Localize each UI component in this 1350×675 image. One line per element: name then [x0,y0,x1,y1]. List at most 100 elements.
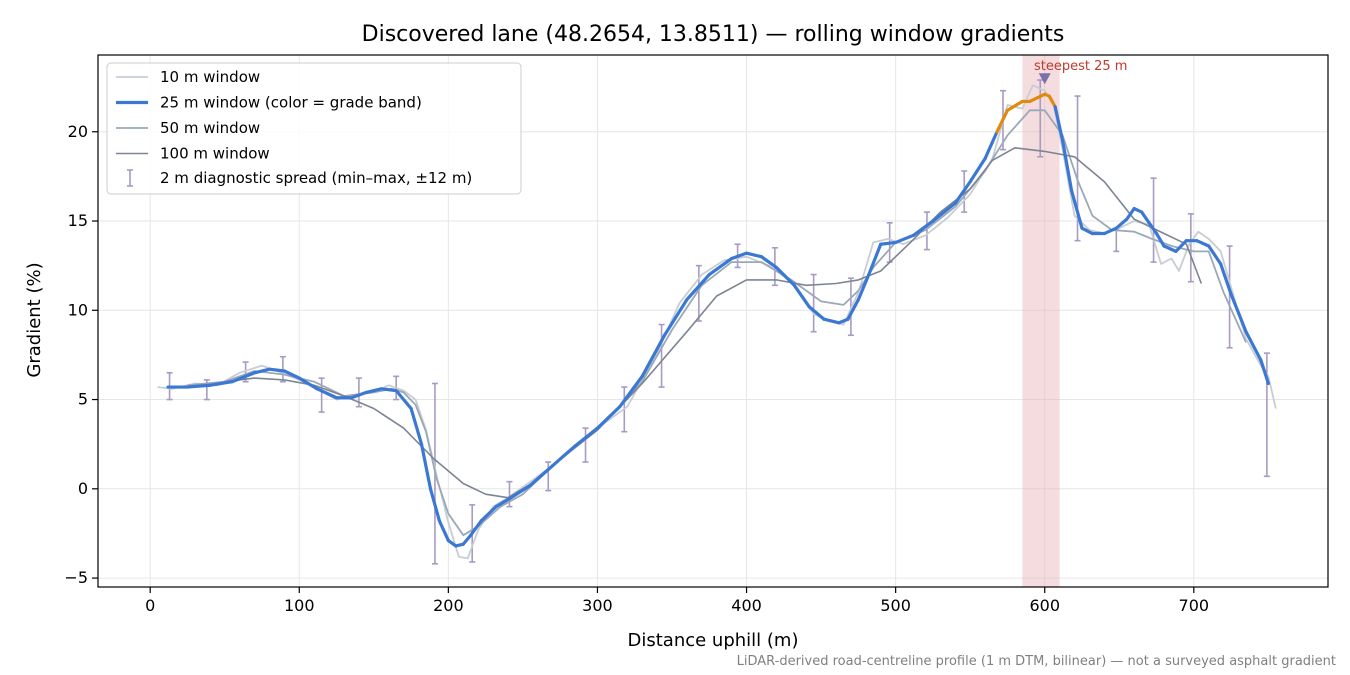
legend-label: 100 m window [160,145,270,163]
series-segment-25m [995,108,1010,134]
y-tick-label: 15 [68,211,88,230]
legend-box [106,62,522,195]
y-tick-label: 10 [68,300,88,319]
series-segment-25m [846,297,860,321]
series-segment-25m [911,219,935,237]
series-segment-25m [759,255,778,270]
y-tick-label: 5 [78,390,88,409]
series-line-50m [187,109,1247,537]
series-segment-25m [837,317,850,325]
series-segment-25m [1053,105,1065,143]
series-segment-25m [1005,99,1024,112]
series-segment-25m [428,487,442,523]
series-segment-25m [1102,226,1118,236]
series-segment-25m [931,201,957,223]
legend-label: 25 m window (color = grade band) [160,94,422,112]
series-segment-25m [822,317,841,325]
error-bar [545,461,552,492]
x-tick-label: 600 [1029,596,1060,615]
footnote: LiDAR-derived road-centreline profile (1… [737,654,1336,669]
series-segment-25m [618,374,644,409]
series-segment-25m [252,367,272,375]
series-segment-25m [894,233,916,245]
y-tick-label: 0 [78,479,88,498]
series-segment-25m [1244,330,1263,362]
steepest-label: steepest 25 m [1034,59,1127,74]
series-segment-25m [494,496,513,509]
error-bar [318,377,325,413]
x-tick-label: 400 [731,596,762,615]
series-segment-25m [185,383,212,389]
series-segment-25m [1147,221,1159,236]
series-segment-25m [282,369,301,380]
series-segment-25m [469,519,483,537]
series-segment-25m [953,180,972,205]
error-bar [923,211,930,251]
series-segment-25m [479,505,498,523]
series-segment-25m [1125,206,1136,221]
series-line-100m [224,147,1203,499]
series-segment-25m [509,483,532,500]
series-segment-25m [1174,239,1188,253]
series-segment-25m [1140,210,1151,225]
legend-label: 2 m diagnostic spread (min–max, ±12 m) [160,169,472,187]
series-segment-25m [573,426,600,448]
series-segment-25m [419,442,433,491]
series-segment-25m [685,272,711,302]
series-segment-25m [315,387,339,400]
series-segment-25m [707,256,734,277]
series-segment-25m [640,333,667,378]
error-bar [1150,177,1157,263]
x-axis-label: Distance uphill (m) [628,630,799,651]
y-tick-label: −5 [64,568,88,587]
x-tick-label: 100 [284,596,315,615]
series-segment-25m [856,272,871,302]
error-bar [582,427,589,463]
series-segment-25m [1229,292,1248,334]
x-tick-label: 700 [1179,596,1210,615]
series-segment-25m [1069,189,1084,230]
series-segment-25m [744,251,764,259]
plot-frame [97,54,1329,588]
series-segment-25m [807,305,826,321]
legend: 10 m window 25 m window (color = grade ba… [106,62,522,195]
plot-content: steepest 25 m [98,55,1328,587]
series-segment-25m [774,265,796,287]
series-segment-25m [1154,231,1166,248]
series-segment-25m [1061,139,1074,193]
series-segment-25m [379,387,398,393]
series-segment-25m [968,156,987,184]
error-bar [1187,213,1194,283]
x-tick-label: 0 [145,596,155,615]
series-segment-25m [437,519,450,543]
series-segment-25m [230,371,257,384]
series-segment-25m [394,389,413,411]
x-tick-label: 300 [582,596,613,615]
y-axis-label: Gradient (%) [24,262,45,377]
error-bar [1226,245,1233,349]
series-segment-25m [867,242,883,277]
series-segment-25m [662,297,689,337]
series-segment-25m [879,240,898,246]
series-segment-25m [349,390,368,400]
series-segment-25m [1114,217,1129,230]
series-segment-25m [595,405,622,430]
series-segment-25m [409,406,424,446]
legend-label: 10 m window [160,68,260,86]
series-segment-25m [730,251,749,261]
chart-title: Discovered lane (48.2654, 13.8511) — rol… [362,22,1065,47]
x-tick-label: 200 [433,596,464,615]
series-segment-25m [1259,358,1270,386]
series-segment-25m [364,387,383,395]
series-segment-25m [1162,244,1178,253]
series-segment-25m [461,533,473,546]
error-bar [1113,229,1120,253]
error-bar [658,323,665,388]
series-segment-25m [297,376,319,391]
series-segment-25m [551,444,577,468]
x-tick-label: 500 [880,596,911,615]
series-segment-25m [208,380,234,387]
error-bar [1037,79,1044,158]
series-segment-25m [1195,239,1211,248]
